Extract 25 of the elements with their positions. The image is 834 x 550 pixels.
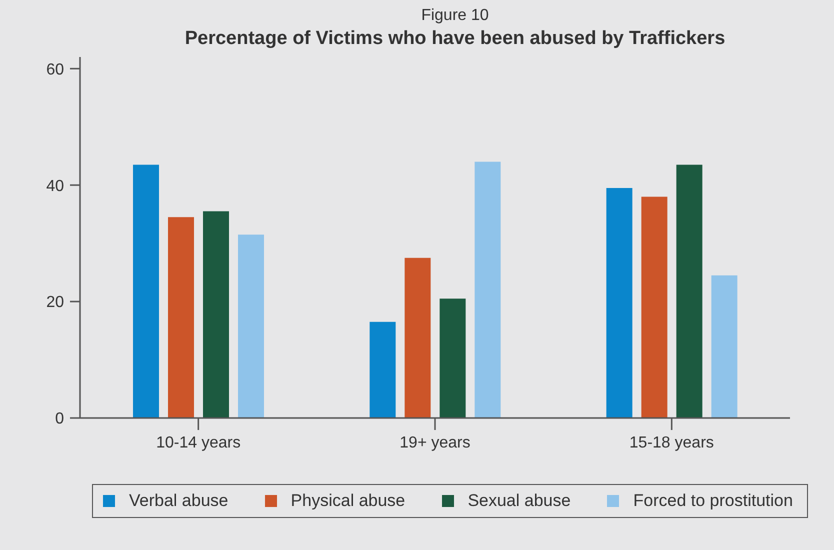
legend-label: Forced to prostitution — [633, 491, 793, 511]
bar — [238, 234, 264, 418]
bar — [474, 162, 501, 418]
bar — [711, 275, 738, 418]
y-tick-label: 60 — [46, 61, 64, 78]
legend-label: Sexual abuse — [468, 491, 571, 511]
x-tick-label: 15-18 years — [629, 434, 714, 452]
bar — [606, 188, 632, 418]
legend-label: Physical abuse — [290, 491, 406, 511]
x-tick-label: 19+ years — [400, 434, 470, 452]
bar — [203, 211, 229, 418]
bar — [404, 258, 431, 418]
x-tick-label: 10-14 years — [156, 434, 241, 452]
y-tick-label: 20 — [46, 294, 64, 312]
caption: Figure 10 — [420, 6, 490, 26]
bar — [440, 298, 466, 418]
bar — [370, 322, 396, 418]
bar — [641, 196, 668, 418]
y-tick-label: 0 — [55, 410, 64, 428]
legend-label: Verbal abuse — [129, 491, 228, 511]
bar — [676, 164, 702, 418]
y-tick-label: 40 — [46, 178, 64, 195]
bar — [133, 164, 159, 418]
chart-title: Percentage of Victims who have been abused by Traffickers — [184, 27, 726, 50]
bar — [168, 217, 194, 418]
